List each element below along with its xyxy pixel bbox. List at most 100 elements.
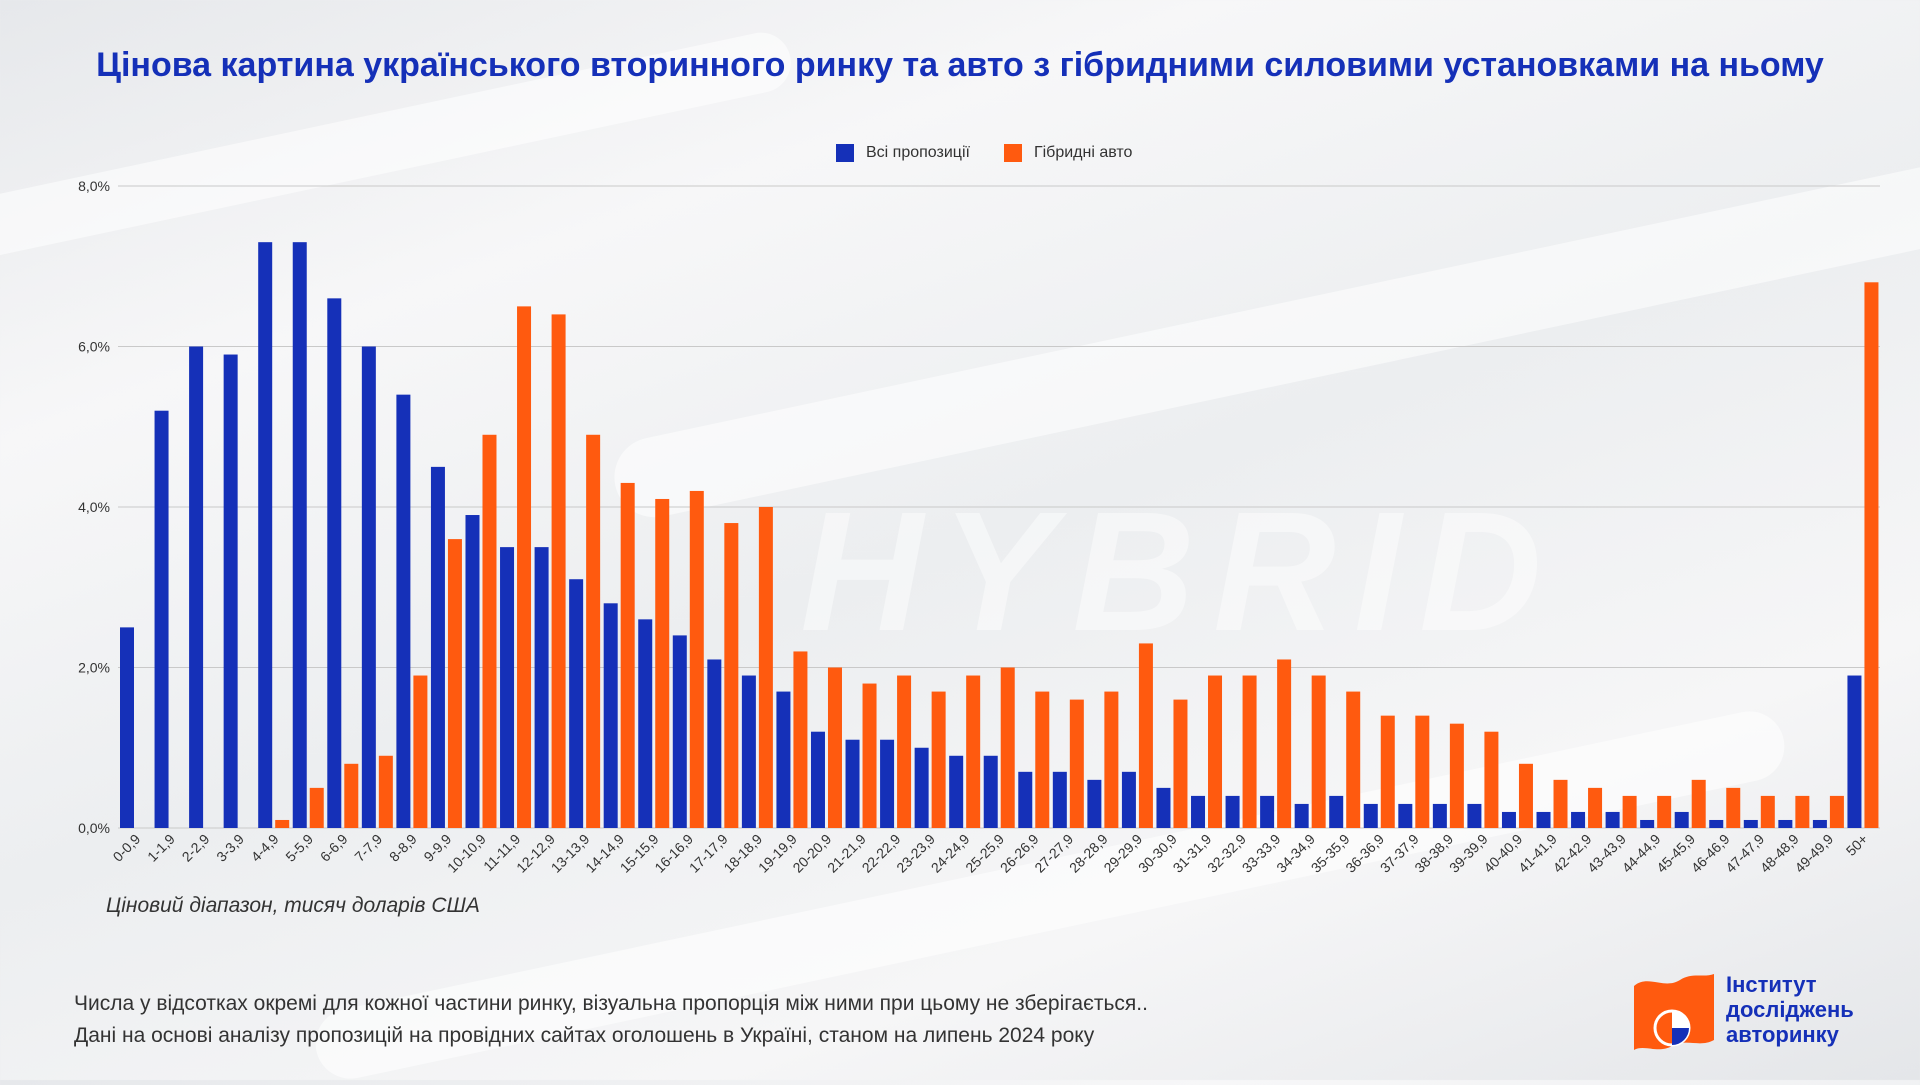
y-tick-label: 2,0% [78, 660, 110, 676]
bar-all-offers [1709, 819, 1724, 828]
bar-hybrid [966, 675, 981, 828]
bar-hybrid [1242, 675, 1257, 828]
bar-all-offers [120, 627, 134, 828]
bar-hybrid [1173, 699, 1188, 828]
bar-hybrid [1657, 795, 1672, 828]
bar-all-offers [707, 659, 722, 828]
y-tick-label: 8,0% [78, 178, 110, 194]
x-axis-caption: Ціновий діапазон, тисяч доларів США [106, 894, 480, 917]
bar-all-offers [1087, 779, 1102, 828]
bar-hybrid [1415, 715, 1430, 828]
bar-all-offers [1432, 803, 1447, 828]
bar-all-offers [1018, 771, 1033, 828]
bar-all-offers [1640, 819, 1655, 828]
bar-all-offers [603, 603, 618, 828]
bar-hybrid [586, 434, 601, 828]
bar-all-offers [1743, 819, 1758, 828]
bar-hybrid [1104, 691, 1119, 828]
bar-hybrid [551, 314, 566, 828]
bar-chart: HYBRID 0,0% 2,0% 4,0% 6,0% 8,0% 0-0,9 1-1,9 2-2,… [78, 178, 1880, 876]
bar-hybrid [1449, 723, 1464, 828]
bar-all-offers [1052, 771, 1067, 828]
bar-hybrid [1691, 779, 1706, 828]
bar-hybrid [482, 434, 497, 828]
bar-hybrid [1760, 795, 1775, 828]
bar-hybrid [1069, 699, 1084, 828]
bar-all-offers [1156, 787, 1171, 828]
x-tick-label: 8-8,9 [386, 831, 420, 865]
bar-all-offers [983, 755, 998, 828]
bar-all-offers [1329, 795, 1344, 828]
bar-all-offers [810, 731, 825, 828]
bar-hybrid [897, 675, 912, 828]
bar-hybrid [1518, 763, 1533, 828]
bar-all-offers [430, 466, 445, 828]
bar-hybrid [1553, 779, 1568, 828]
y-tick-label: 4,0% [78, 499, 110, 515]
bar-hybrid [1795, 795, 1810, 828]
x-tick-label: 6-6,9 [317, 831, 351, 865]
bar-all-offers [1571, 811, 1586, 828]
bar-hybrid [1277, 659, 1292, 828]
x-tick-label: 3-3,9 [213, 831, 247, 865]
bar-all-offers [1467, 803, 1482, 828]
bar-all-offers [258, 242, 273, 829]
x-tick-label: 7-7,9 [351, 831, 385, 865]
bar-all-offers [1778, 819, 1793, 828]
bar-hybrid [413, 675, 428, 828]
bar-all-offers [1536, 811, 1551, 828]
bar-hybrid [827, 667, 842, 828]
bar-all-offers [154, 410, 169, 828]
bar-all-offers [949, 755, 964, 828]
logo-flag-icon [1634, 974, 1714, 1050]
bar-all-offers [1501, 811, 1516, 828]
bar-all-offers [465, 515, 480, 828]
bar-hybrid [620, 482, 635, 828]
bar-hybrid [1000, 667, 1015, 828]
x-tick-label: 2-2,9 [179, 831, 213, 865]
x-tick-label: 49-49,9 [1791, 831, 1836, 876]
y-tick-label: 0,0% [78, 820, 110, 836]
bar-all-offers [638, 619, 653, 828]
bar-hybrid [1588, 787, 1603, 828]
bar-all-offers [500, 547, 515, 828]
logo-text: Інститут досліджень авторинку [1726, 972, 1854, 1047]
y-tick-label: 6,0% [78, 339, 110, 355]
bar-all-offers [741, 675, 756, 828]
bar-hybrid [931, 691, 946, 828]
x-tick-label: 4-4,9 [248, 831, 282, 865]
bar-hybrid [447, 539, 462, 828]
bar-hybrid [1864, 282, 1879, 828]
institute-logo: Інститут досліджень авторинку [1628, 968, 1890, 1058]
bar-all-offers [672, 635, 687, 828]
bar-hybrid [1311, 675, 1326, 828]
bar-hybrid [344, 763, 359, 828]
bar-all-offers [327, 298, 342, 829]
page-title: Цінова картина українського вторинного р… [96, 46, 1824, 84]
bar-hybrid [1035, 691, 1050, 828]
x-tick-label: 50+ [1843, 831, 1871, 859]
bar-all-offers [1121, 771, 1136, 828]
bar-all-offers [880, 739, 895, 828]
bar-hybrid [1622, 795, 1637, 828]
bar-all-offers [1674, 811, 1689, 828]
bar-hybrid [1484, 731, 1499, 828]
bar-all-offers [569, 579, 584, 828]
bar-hybrid [724, 523, 739, 828]
x-tick-label: 5-5,9 [282, 831, 316, 865]
logo-line-1: Інститут [1726, 972, 1817, 997]
bar-hybrid [1346, 691, 1361, 828]
bar-all-offers [1225, 795, 1240, 828]
bar-all-offers [292, 242, 307, 829]
bar-all-offers [223, 354, 238, 828]
bar-all-offers [189, 346, 204, 828]
bar-hybrid [1380, 715, 1395, 828]
bar-all-offers [1294, 803, 1309, 828]
bar-all-offers [845, 739, 860, 828]
legend-item-hybrid: Гібридні авто [1003, 144, 1132, 162]
bar-all-offers [1191, 795, 1206, 828]
bar-all-offers [1398, 803, 1413, 828]
bar-all-offers [1605, 811, 1620, 828]
x-tick-label: 1-1,9 [144, 831, 178, 865]
bar-hybrid [1829, 795, 1844, 828]
